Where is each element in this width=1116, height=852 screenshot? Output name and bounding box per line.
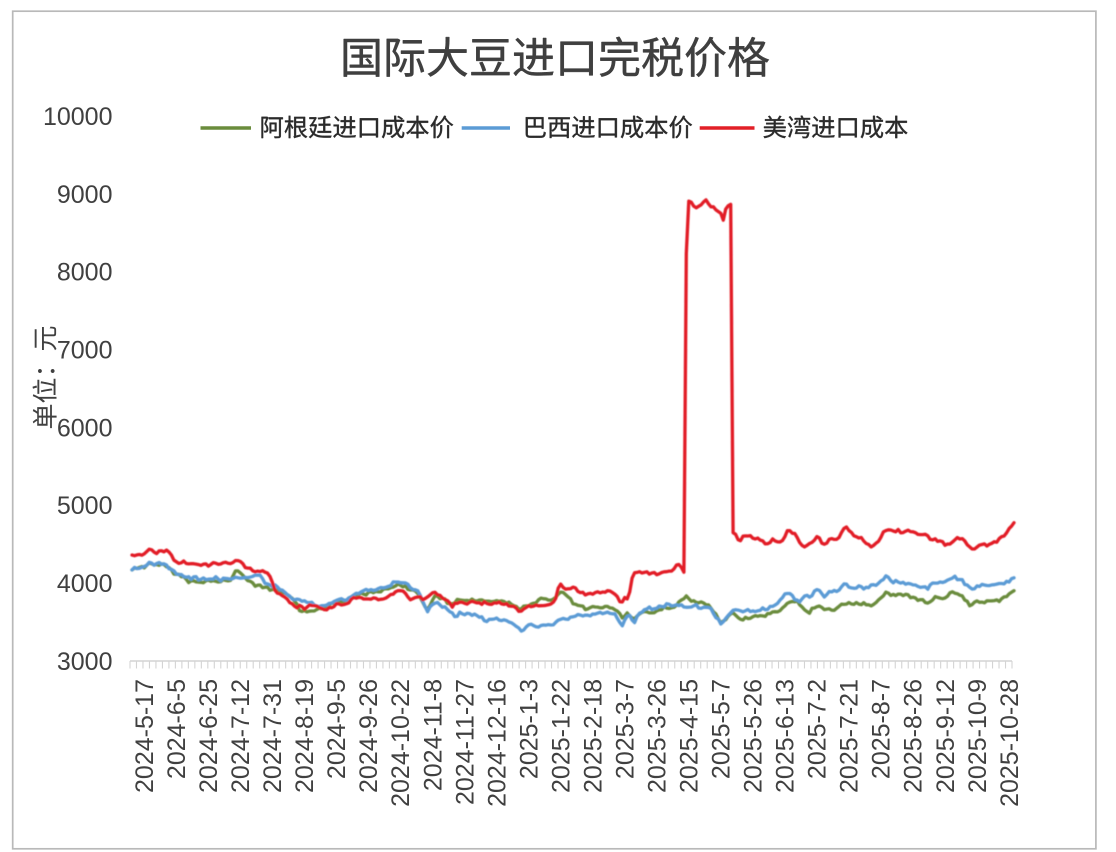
svg-text:2025-8-26: 2025-8-26 <box>900 679 928 793</box>
svg-text:2025-4-15: 2025-4-15 <box>676 679 704 793</box>
svg-text:2025-3-7: 2025-3-7 <box>612 679 640 779</box>
svg-text:2025-1-22: 2025-1-22 <box>547 679 575 793</box>
svg-text:2025-1-3: 2025-1-3 <box>515 679 543 779</box>
svg-text:8000: 8000 <box>57 259 113 287</box>
svg-text:2025-6-13: 2025-6-13 <box>772 679 800 793</box>
svg-text:2024-11-27: 2024-11-27 <box>451 679 479 805</box>
svg-text:2024-11-8: 2024-11-8 <box>419 679 447 791</box>
svg-text:5000: 5000 <box>57 492 113 520</box>
svg-text:2025-9-12: 2025-9-12 <box>932 679 960 793</box>
svg-text:2024-6-5: 2024-6-5 <box>163 679 191 779</box>
svg-text:4000: 4000 <box>57 570 113 598</box>
svg-text:2024-9-5: 2024-9-5 <box>323 679 351 779</box>
svg-text:2025-3-26: 2025-3-26 <box>644 679 672 793</box>
svg-text:2025-7-2: 2025-7-2 <box>804 679 832 779</box>
svg-text:2024-5-17: 2024-5-17 <box>131 679 159 793</box>
svg-text:2024-6-25: 2024-6-25 <box>195 679 223 793</box>
svg-text:6000: 6000 <box>57 414 113 442</box>
svg-text:9000: 9000 <box>57 181 113 209</box>
svg-text:2024-7-31: 2024-7-31 <box>259 679 287 793</box>
svg-text:2025-5-7: 2025-5-7 <box>708 679 736 779</box>
svg-text:2024-12-16: 2024-12-16 <box>483 679 511 807</box>
svg-text:2024-9-26: 2024-9-26 <box>355 679 383 793</box>
svg-text:2024-10-22: 2024-10-22 <box>387 679 415 807</box>
svg-text:2025-2-18: 2025-2-18 <box>579 679 607 793</box>
svg-text:2025-5-26: 2025-5-26 <box>740 679 768 793</box>
svg-text:2025-10-28: 2025-10-28 <box>996 679 1024 807</box>
svg-text:10000: 10000 <box>43 103 113 131</box>
svg-text:2025-8-7: 2025-8-7 <box>868 679 896 779</box>
svg-text:7000: 7000 <box>57 337 113 365</box>
svg-text:3000: 3000 <box>57 648 113 676</box>
svg-text:2024-8-19: 2024-8-19 <box>291 679 319 793</box>
svg-text:2024-7-12: 2024-7-12 <box>227 679 255 793</box>
svg-text:2025-7-21: 2025-7-21 <box>836 679 864 793</box>
svg-text:2025-10-9: 2025-10-9 <box>964 679 992 793</box>
